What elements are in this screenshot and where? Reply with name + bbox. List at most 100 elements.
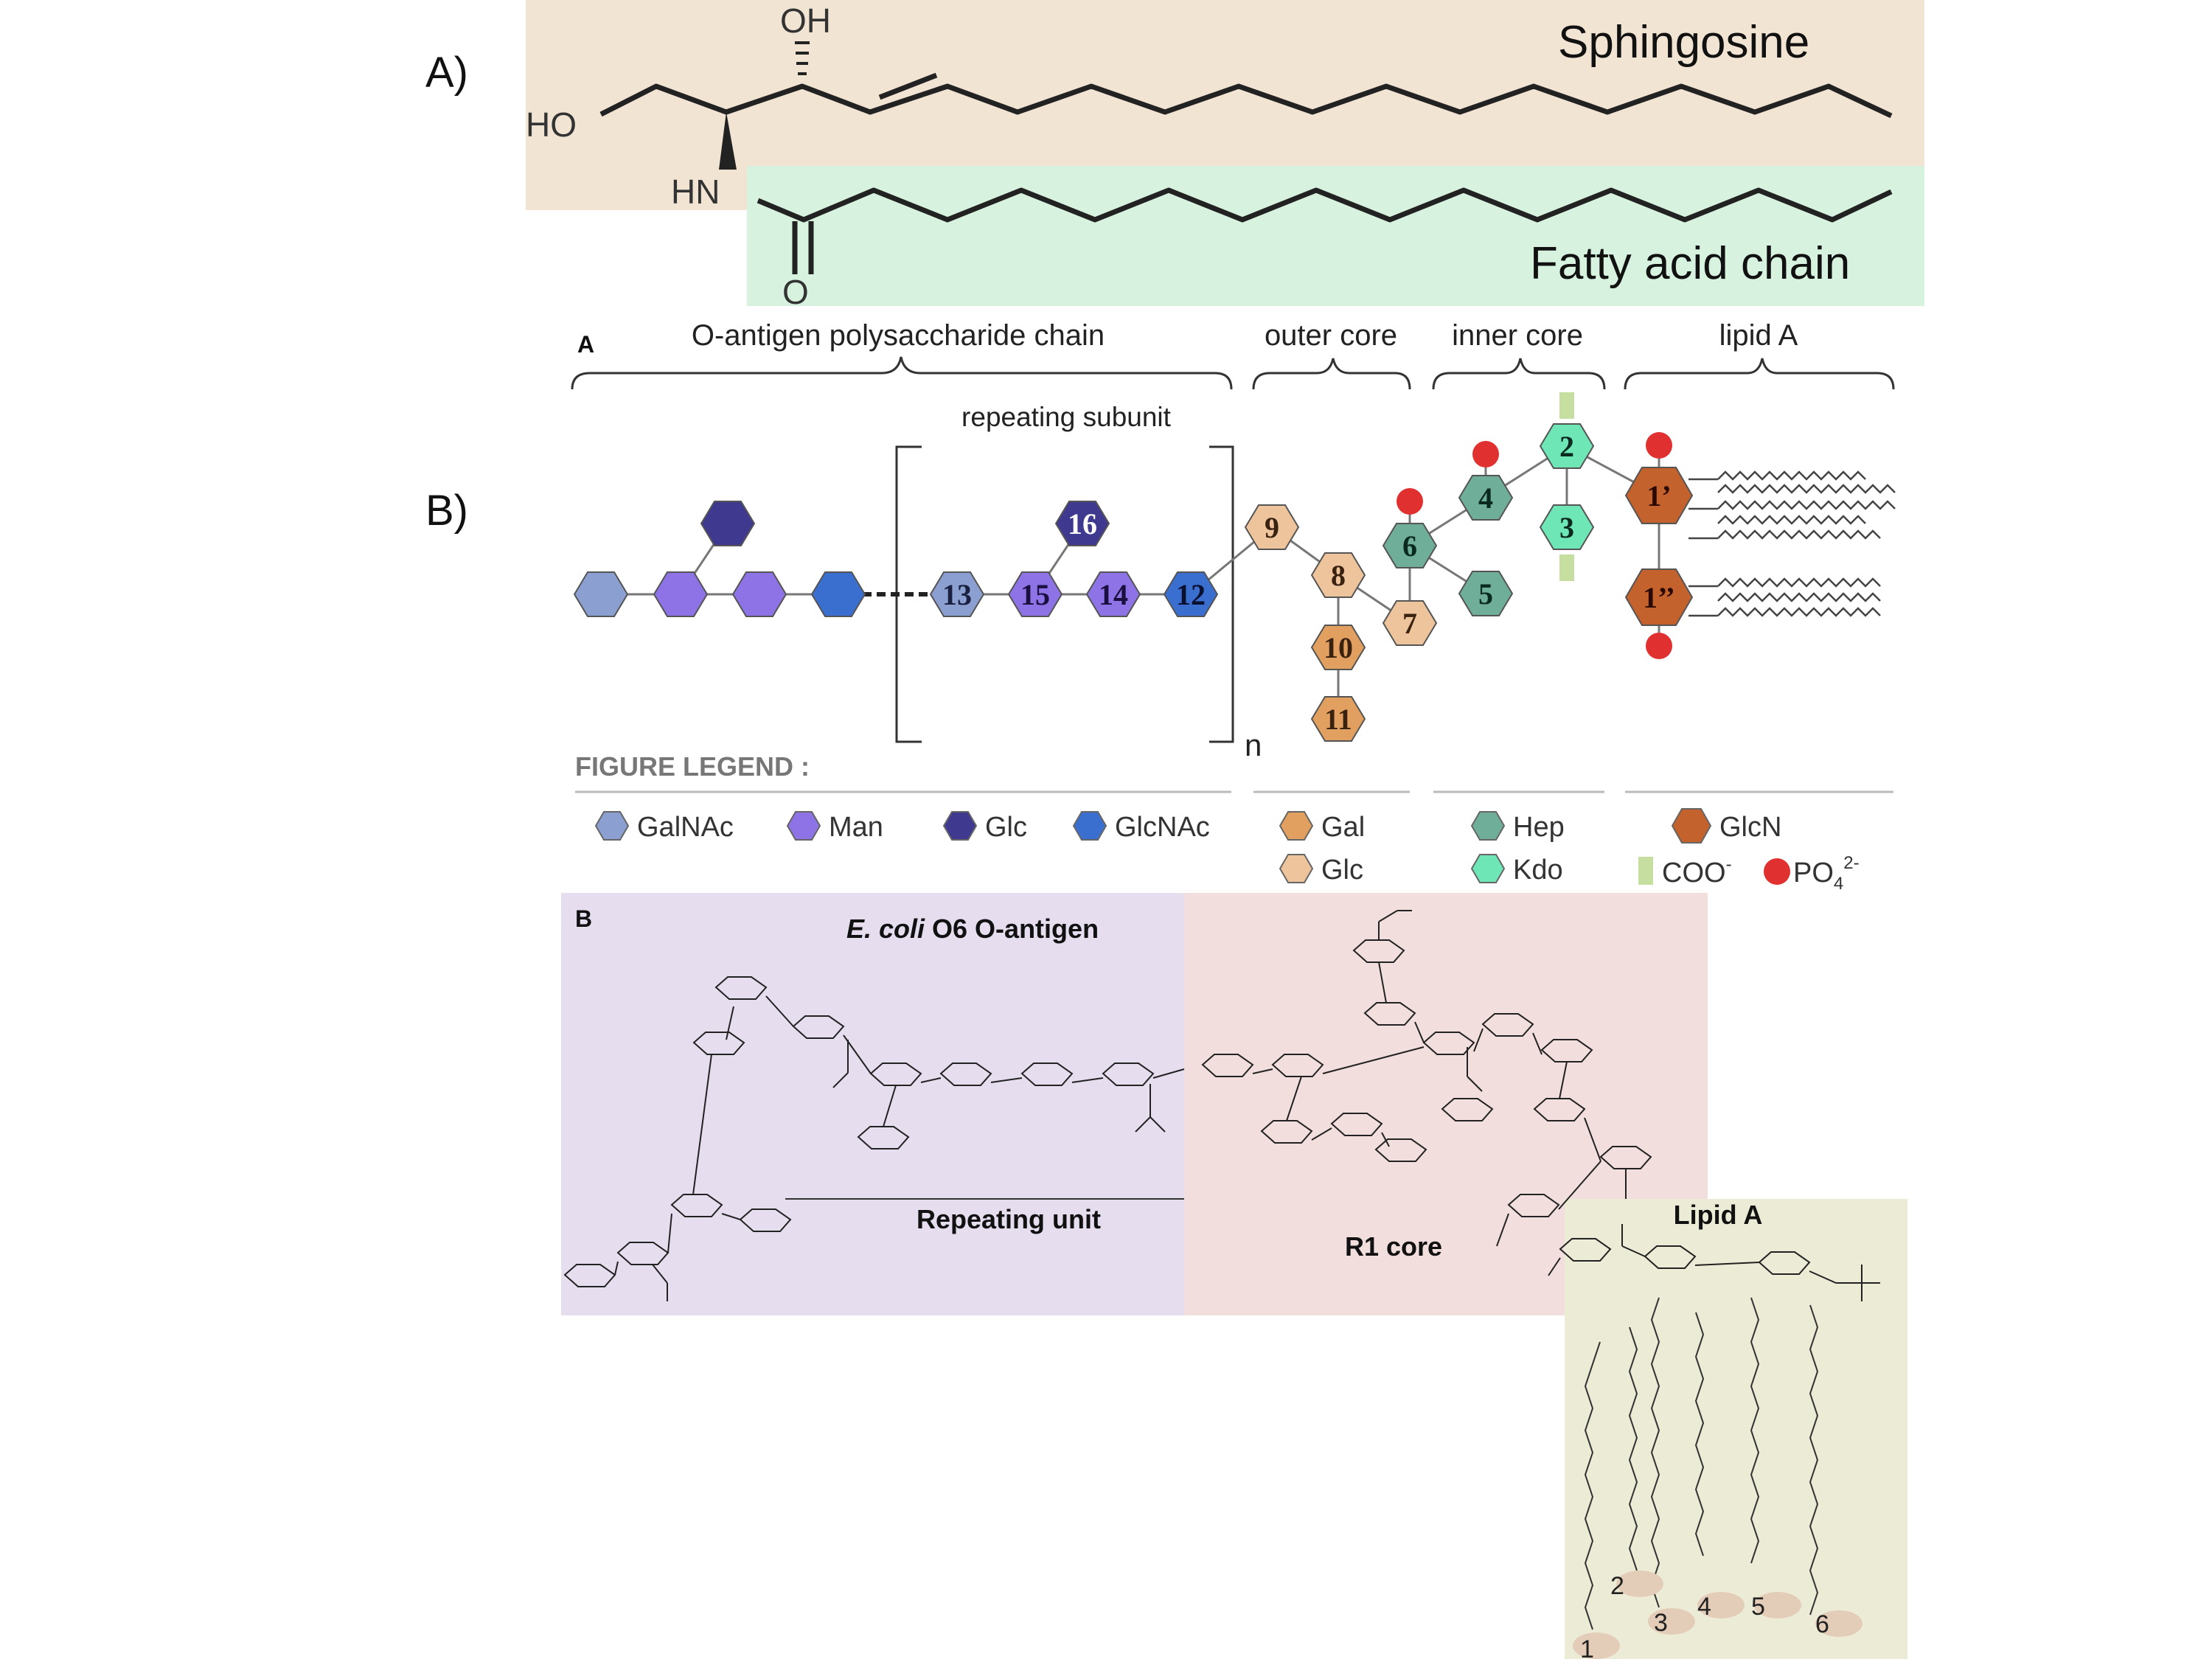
residue-9: 9 xyxy=(1245,504,1299,550)
fatty-acid-skeleton xyxy=(757,187,1893,274)
legend-glc-dark-swatch xyxy=(942,811,978,841)
hn-atom: HN xyxy=(671,173,720,211)
legend-galnac-swatch xyxy=(594,811,630,841)
po4-marker xyxy=(1397,488,1423,515)
repeating-subunit-label: repeating subunit xyxy=(961,402,1172,432)
figure-legend: FIGURE LEGEND : GalNAc Man Glc GlcNAc Ga… xyxy=(575,751,1893,894)
residue-8: 8 xyxy=(1311,552,1366,598)
sphingosine-label: Sphingosine xyxy=(1558,17,1809,68)
residue-4: 4 xyxy=(1458,475,1513,521)
svg-text:11: 11 xyxy=(1324,703,1352,736)
legend-coo-swatch xyxy=(1638,857,1653,885)
svg-text:1’’: 1’’ xyxy=(1643,581,1675,614)
wedge-bond xyxy=(719,112,737,170)
residue-12: 12 xyxy=(1164,571,1218,617)
svg-text:12: 12 xyxy=(1176,578,1206,611)
residue-11: 11 xyxy=(1311,696,1366,742)
legend-po4-swatch xyxy=(1764,858,1790,885)
panel-a: A) OH HO HN Sphingosine O Fatty acid cha… xyxy=(425,0,1924,311)
residue-3: 3 xyxy=(1540,504,1594,550)
svg-text:13: 13 xyxy=(942,578,972,611)
residue-1-double-prime: 1’’ xyxy=(1624,568,1694,626)
chain-number: 3 xyxy=(1654,1609,1668,1637)
svg-text:15: 15 xyxy=(1020,578,1050,611)
legend-gal-label: Gal xyxy=(1321,812,1365,843)
po4-marker xyxy=(1646,432,1672,459)
acyl-chains xyxy=(1688,470,1896,617)
residue-6: 6 xyxy=(1382,523,1437,568)
residue-1-prime: 1’ xyxy=(1624,467,1694,524)
svg-text:6: 6 xyxy=(1402,529,1417,563)
legend-glcn-swatch xyxy=(1671,808,1712,844)
lipid-a-acyl-chains xyxy=(1584,1297,1819,1630)
coo-marker xyxy=(1559,554,1574,581)
coo-marker xyxy=(1559,392,1574,419)
o-antigen-linkages xyxy=(614,995,1185,1301)
lipid-a-chain-markers xyxy=(1573,1571,1863,1659)
svg-text:2: 2 xyxy=(1559,430,1574,463)
residue-15: 15 xyxy=(1008,571,1062,617)
chain-number: 5 xyxy=(1751,1593,1765,1621)
panel-b-label: B) xyxy=(425,487,468,535)
legend-glcnac-label: GlcNAc xyxy=(1115,812,1210,843)
man-residue xyxy=(732,571,787,617)
galnac-residue xyxy=(574,571,628,617)
chain-number: 1 xyxy=(1580,1635,1594,1659)
residue-13: 13 xyxy=(930,571,984,617)
po4-marker xyxy=(1646,633,1672,659)
residue-5: 5 xyxy=(1458,571,1513,616)
legend-kdo-label: Kdo xyxy=(1513,855,1563,886)
r1-core-label: R1 core xyxy=(1345,1231,1442,1262)
lipid-a-structure-label: Lipid A xyxy=(1674,1200,1763,1230)
svg-text:7: 7 xyxy=(1402,607,1417,640)
glc-residue xyxy=(700,501,755,546)
fatty-acid-background xyxy=(747,166,1924,306)
panel-a-label: A) xyxy=(425,49,468,97)
legend-glcn-label: GlcN xyxy=(1719,812,1781,843)
oh-atom: OH xyxy=(780,1,831,40)
o-antigen-structure-title: E. coli O6 O-antigen xyxy=(846,914,1099,944)
legend-man-swatch xyxy=(786,811,821,841)
residue-7: 7 xyxy=(1382,600,1437,646)
fatty-acid-label: Fatty acid chain xyxy=(1530,238,1850,289)
structure-panel-tag: B xyxy=(575,905,592,932)
legend-glc-light-swatch xyxy=(1279,854,1314,883)
sphingosine-skeleton xyxy=(599,72,1893,119)
legend-hep-label: Hep xyxy=(1513,812,1565,843)
legend-galnac-label: GalNAc xyxy=(637,812,734,843)
legend-glc-light-label: Glc xyxy=(1321,855,1363,886)
repeating-unit-label: Repeating unit xyxy=(917,1204,1101,1234)
legend-po4-label: PO42- xyxy=(1793,853,1860,894)
lipid-a-linkages xyxy=(1621,1224,1880,1301)
legend-hep-swatch xyxy=(1470,811,1506,841)
residue-10: 10 xyxy=(1311,625,1366,670)
glcnac-residue xyxy=(811,571,866,617)
chain-number: 6 xyxy=(1815,1610,1829,1638)
repeat-n-label: n xyxy=(1245,728,1262,762)
lipid-a-chain-numbers: 1 2 3 4 5 6 xyxy=(1580,1572,1829,1659)
hash-bond xyxy=(795,41,810,75)
svg-text:14: 14 xyxy=(1099,578,1128,611)
svg-text:9: 9 xyxy=(1265,511,1279,544)
o-antigen-background xyxy=(561,893,1184,1315)
legend-gal-swatch xyxy=(1279,811,1314,841)
legend-coo-label: COO- xyxy=(1662,855,1732,888)
residue-2: 2 xyxy=(1540,423,1594,469)
svg-text:10: 10 xyxy=(1324,631,1353,664)
man-residue xyxy=(653,571,708,617)
legend-kdo-swatch xyxy=(1470,854,1506,883)
o-antigen-region-label: O-antigen polysaccharide chain xyxy=(692,319,1105,352)
legend-man-label: Man xyxy=(829,812,883,843)
svg-text:5: 5 xyxy=(1478,577,1493,611)
lps-panel-tag: A xyxy=(577,331,594,358)
structure-panel: B E. coli O6 O-antigen xyxy=(561,893,1907,1659)
svg-text:8: 8 xyxy=(1331,559,1346,592)
chain-number: 4 xyxy=(1697,1593,1711,1621)
outer-core-region-label: outer core xyxy=(1265,319,1397,352)
po4-marker xyxy=(1472,441,1499,467)
ho-atom: HO xyxy=(526,105,577,144)
r1-core-linkages xyxy=(1252,910,1627,1276)
o-antigen-unit xyxy=(574,501,866,617)
inner-core-region-label: inner core xyxy=(1452,319,1583,352)
